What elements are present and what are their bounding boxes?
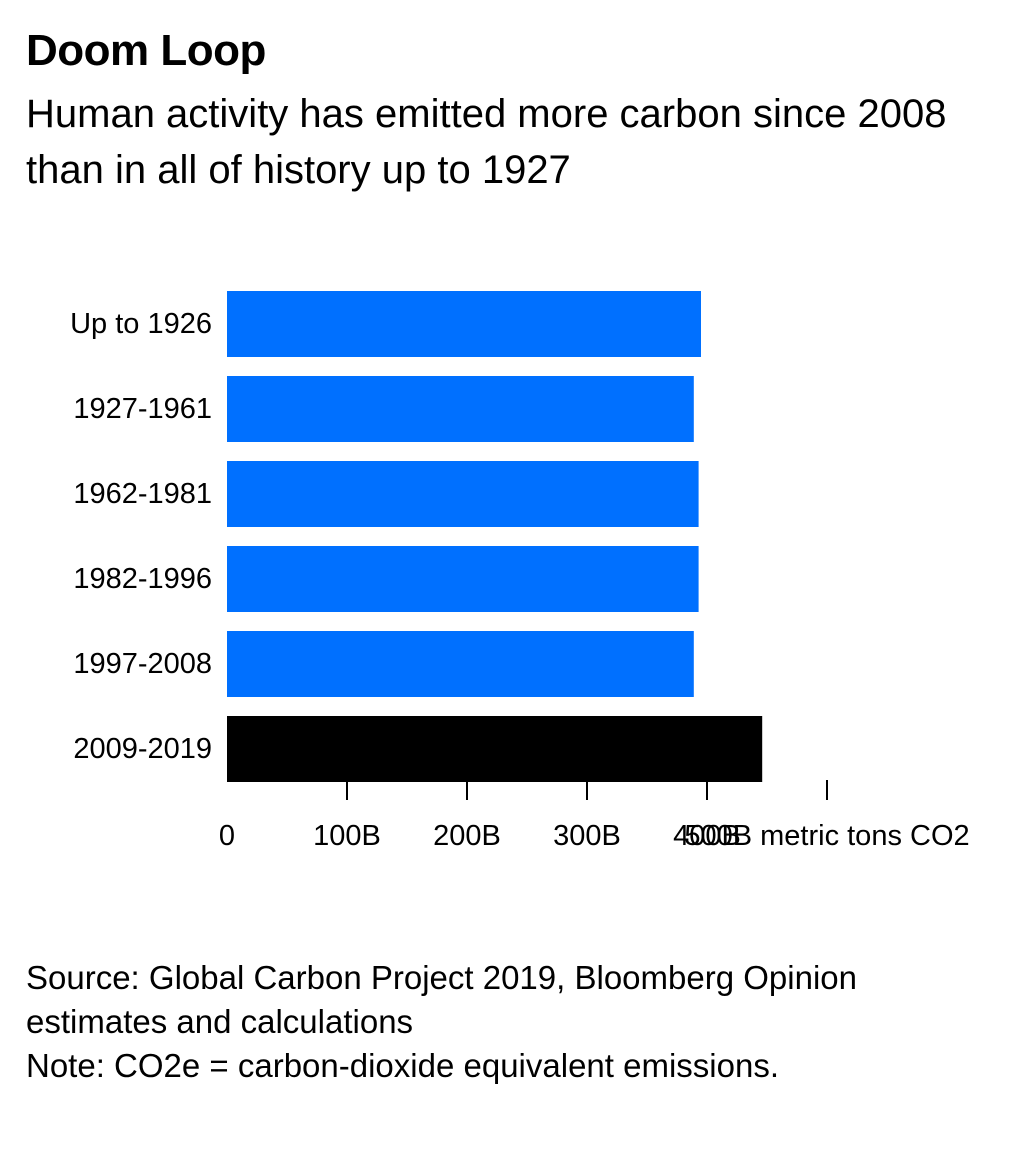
bar-1997-2008	[227, 631, 694, 697]
x-tick-label: 200B	[433, 820, 501, 852]
x-axis-ticks	[346, 780, 828, 800]
bar-2009-2019	[227, 716, 763, 782]
source-note: Source: Global Carbon Project 2019, Bloo…	[26, 959, 857, 1040]
bar-up-to-1926	[227, 291, 701, 357]
category-label: Up to 1926	[70, 308, 212, 340]
chart-subtitle: Human activity has emitted more carbon s…	[26, 92, 947, 192]
x-tick-label: 400B	[673, 820, 741, 852]
bar-1962-1981	[227, 461, 699, 527]
definition-note: Note: CO2e = carbon-dioxide equivalent e…	[26, 1047, 779, 1084]
bar-1927-1961	[227, 376, 694, 442]
category-labels: Up to 1926 1927-1961 1962-1981 1982-1996 199…	[70, 308, 212, 765]
x-tick-label: 500B metric tons CO2	[684, 820, 969, 852]
category-label: 1982-1996	[73, 563, 212, 595]
bar-chart: Up to 1926 1927-1961 1962-1981 1982-1996 199…	[70, 291, 970, 852]
chart-title: Doom Loop	[26, 26, 266, 75]
category-label: 1962-1981	[73, 478, 212, 510]
x-tick-label: 0	[219, 820, 235, 852]
x-tick-label: 100B	[313, 820, 381, 852]
category-label: 2009-2019	[73, 733, 212, 765]
category-label: 1927-1961	[73, 393, 212, 425]
chart-notes: Source: Global Carbon Project 2019, Bloo…	[26, 956, 986, 1088]
bar-1982-1996	[227, 546, 699, 612]
x-tick-label: 300B	[553, 820, 621, 852]
category-label: 1997-2008	[73, 648, 212, 680]
bars-group	[227, 291, 763, 782]
